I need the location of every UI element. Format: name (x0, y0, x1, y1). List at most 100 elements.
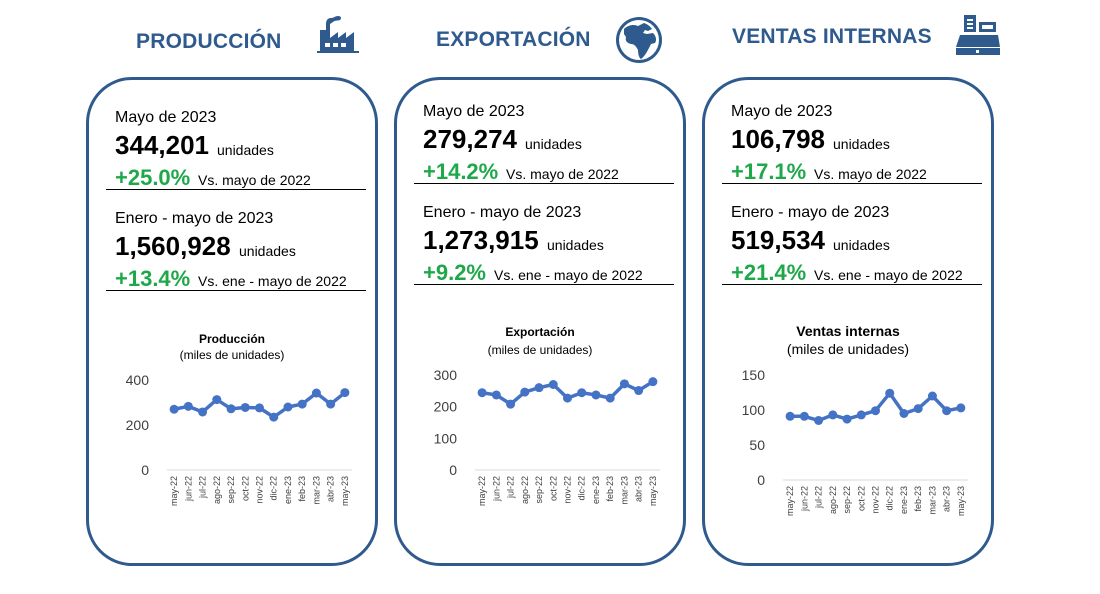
x-tick-label: jul-22 (198, 476, 208, 499)
divider (106, 290, 366, 291)
x-tick-label: may-23 (340, 476, 350, 506)
x-tick-label: abr-23 (326, 476, 336, 502)
data-point (648, 377, 658, 387)
chart-subtitle: (miles de unidades) (786, 341, 910, 357)
ytd-comparison: Vs. ene - mayo de 2022 (814, 267, 963, 283)
y-tick-label: 0 (757, 472, 765, 488)
factory-icon (317, 16, 359, 53)
y-tick-label: 200 (126, 417, 150, 433)
x-tick-label: ago-22 (520, 476, 530, 504)
x-tick-label: mar-23 (619, 476, 629, 505)
data-point (563, 393, 572, 403)
data-point (856, 410, 866, 420)
x-tick-label: dic-22 (577, 476, 587, 501)
data-point (477, 388, 487, 398)
ytd-value: 519,534 (731, 225, 825, 255)
data-point (842, 414, 852, 424)
x-tick-label: mar-23 (311, 476, 321, 505)
x-tick-label: ago-22 (212, 476, 222, 504)
x-tick-label: ene-23 (283, 476, 293, 504)
month-period: Mayo de 2023 (423, 103, 525, 120)
data-point (255, 403, 264, 413)
kpi-card-1: Mayo de 2023 279,274 unidades +14.2% Vs.… (394, 77, 686, 566)
x-tick-label: jun-22 (799, 486, 809, 512)
ytd-change: +21.4% (731, 260, 807, 285)
month-comparison: Vs. mayo de 2022 (814, 166, 927, 182)
y-tick-label: 300 (434, 367, 458, 383)
x-tick-label: jul-22 (506, 476, 516, 499)
divider (414, 183, 674, 184)
data-point (927, 391, 937, 401)
ytd-comparison: Vs. ene - mayo de 2022 (198, 273, 347, 289)
data-point (871, 406, 880, 416)
month-value: 106,798 (731, 124, 825, 154)
x-tick-label: jul-22 (814, 486, 824, 509)
ytd-comparison: Vs. ene - mayo de 2022 (494, 267, 643, 283)
x-tick-label: sep-22 (842, 486, 852, 514)
y-tick-label: 100 (434, 430, 458, 446)
divider (414, 284, 674, 285)
ytd-change: +9.2% (423, 260, 486, 285)
data-point (340, 388, 350, 398)
data-point (942, 406, 952, 416)
data-point (799, 411, 809, 421)
data-point (169, 404, 179, 414)
chart-title: Exportación (505, 325, 575, 339)
data-point (269, 412, 279, 422)
month-change: +14.2% (423, 159, 499, 184)
ytd-period: Enero - mayo de 2023 (423, 204, 582, 221)
month-comparison: Vs. mayo de 2022 (506, 166, 619, 182)
kpi-card-0: Mayo de 2023 344,201 unidades +25.0% Vs.… (86, 77, 378, 566)
data-point (956, 403, 966, 413)
month-change: +25.0% (115, 165, 191, 190)
x-tick-label: oct-22 (240, 476, 250, 501)
x-tick-label: abr-23 (634, 476, 644, 502)
x-tick-label: nov-22 (871, 486, 881, 514)
x-tick-label: may-23 (648, 476, 658, 506)
data-point (198, 407, 208, 417)
data-point (311, 388, 321, 398)
data-point (814, 416, 824, 425)
ytd-value: 1,560,928 (115, 231, 231, 261)
x-tick-label: ene-23 (591, 476, 601, 504)
data-point (619, 379, 629, 389)
data-point (212, 395, 222, 405)
y-tick-label: 150 (742, 367, 766, 383)
ytd-period: Enero - mayo de 2023 (115, 210, 274, 227)
x-tick-label: dic-22 (269, 476, 279, 501)
divider (722, 183, 982, 184)
data-point (885, 388, 895, 398)
data-point (520, 387, 530, 397)
data-point (605, 393, 615, 403)
data-point (577, 388, 587, 398)
data-point (506, 399, 516, 409)
ytd-units: unidades (239, 243, 296, 259)
data-point (491, 390, 501, 400)
x-tick-label: jun-22 (491, 476, 501, 502)
y-tick-label: 0 (141, 462, 149, 478)
x-tick-label: abr-23 (942, 486, 952, 512)
x-tick-label: ene-23 (899, 486, 909, 514)
cash-register-icon (956, 15, 1000, 55)
chart-title: Producción (198, 332, 265, 346)
month-change: +17.1% (731, 159, 807, 184)
x-tick-label: may-22 (477, 476, 487, 506)
month-comparison: Vs. mayo de 2022 (198, 172, 311, 188)
kpi-card-2: Mayo de 2023 106,798 unidades +17.1% Vs.… (702, 77, 994, 566)
month-units: unidades (833, 136, 890, 152)
ytd-change: +13.4% (115, 266, 191, 291)
x-tick-label: oct-22 (548, 476, 558, 501)
x-tick-label: jun-22 (183, 476, 193, 502)
month-units: unidades (525, 136, 582, 152)
data-point (240, 402, 250, 412)
month-period: Mayo de 2023 (731, 103, 833, 120)
ytd-units: unidades (833, 237, 890, 253)
x-tick-label: dic-22 (885, 486, 895, 511)
chart-subtitle: (miles de unidades) (487, 343, 593, 357)
x-tick-label: may-23 (956, 486, 966, 516)
x-tick-label: nov-22 (563, 476, 573, 504)
y-tick-label: 400 (126, 372, 150, 388)
x-tick-label: mar-23 (927, 486, 937, 515)
data-point (534, 383, 544, 393)
section-title-ventas-internas: VENTAS INTERNAS (732, 25, 932, 48)
